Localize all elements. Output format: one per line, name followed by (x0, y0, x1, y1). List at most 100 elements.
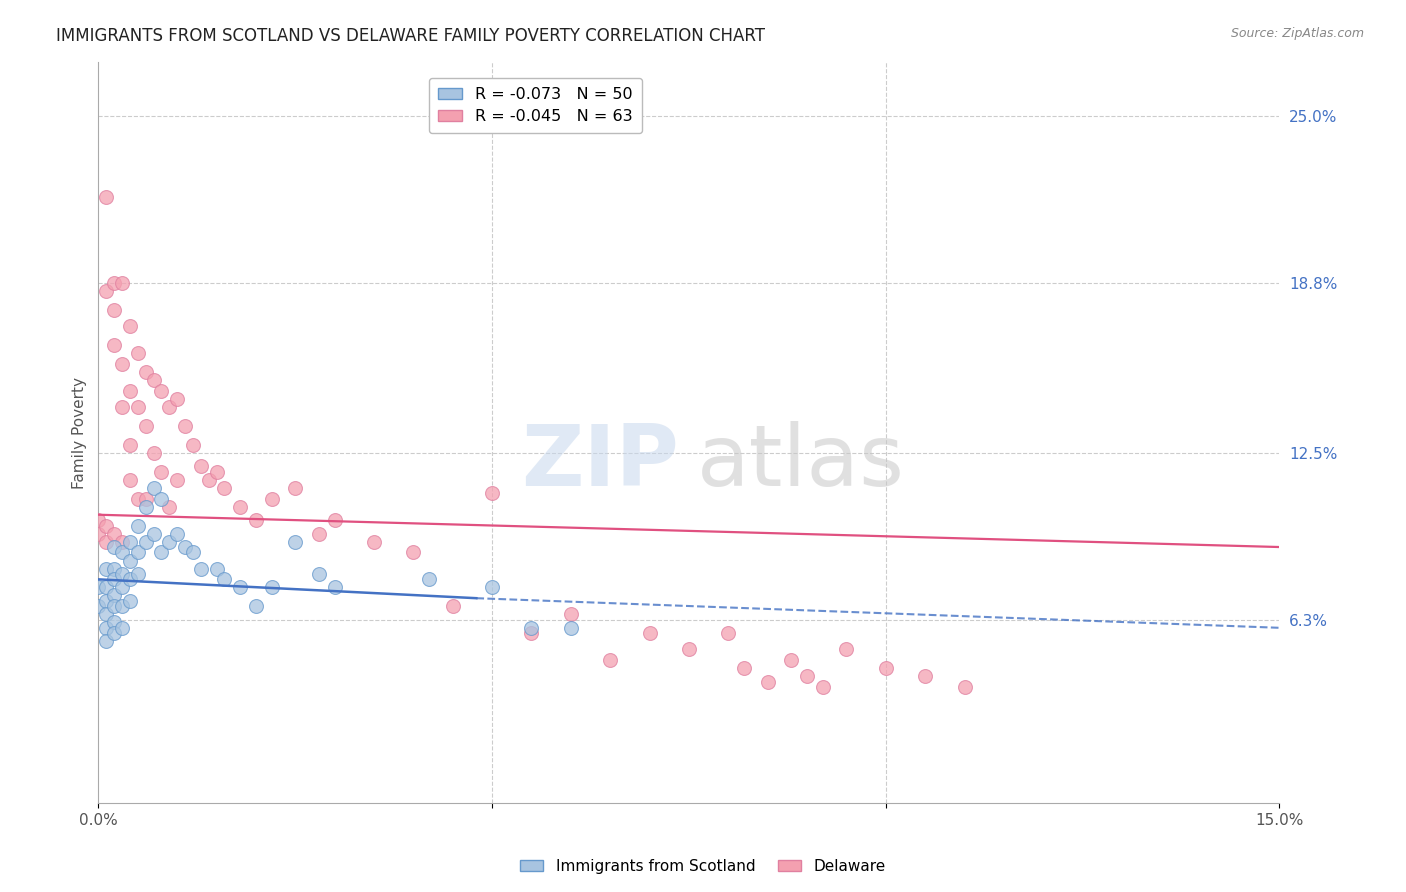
Point (914, 669, 936, 683)
Point (96, 594, 118, 608)
Text: Source: ZipAtlas.com: Source: ZipAtlas.com (1230, 27, 1364, 40)
Point (127, 491, 149, 506)
Point (111, 566, 134, 581)
Point (560, 621, 582, 635)
Point (418, 572, 440, 586)
Point (118, 594, 141, 608)
Point (96, 518, 118, 533)
Point (441, 599, 464, 614)
Point (111, 400, 134, 414)
Point (96, 581, 118, 595)
Point (150, 384, 173, 398)
Point (190, 561, 212, 575)
Point (245, 513, 267, 527)
Point (245, 599, 267, 614)
Point (135, 500, 157, 514)
Point (111, 534, 134, 549)
Point (111, 545, 134, 559)
Point (87, 599, 110, 614)
Point (150, 465, 173, 479)
Point (103, 599, 125, 614)
Point (284, 481, 307, 495)
Point (166, 392, 188, 406)
Point (103, 338, 125, 352)
Point (135, 365, 157, 379)
Point (402, 545, 425, 559)
Point (103, 589, 125, 603)
Point (118, 319, 141, 334)
Point (157, 534, 180, 549)
Point (811, 680, 834, 694)
Point (875, 661, 897, 675)
Point (142, 481, 165, 495)
Point (103, 561, 125, 575)
Text: IMMIGRANTS FROM SCOTLAND VS DELAWARE FAMILY POVERTY CORRELATION CHART: IMMIGRANTS FROM SCOTLAND VS DELAWARE FAM… (56, 27, 765, 45)
Point (481, 486, 503, 500)
Point (111, 581, 134, 595)
Point (166, 473, 188, 487)
Point (796, 669, 818, 683)
Point (103, 626, 125, 640)
Point (733, 661, 755, 675)
Point (135, 491, 157, 506)
Point (127, 400, 149, 414)
Point (214, 481, 236, 495)
Text: ZIP: ZIP (522, 421, 679, 504)
Point (308, 566, 330, 581)
Point (103, 276, 125, 290)
Text: atlas: atlas (697, 421, 905, 504)
Point (87, 581, 110, 595)
Point (96, 190, 118, 204)
Point (756, 674, 779, 689)
Point (127, 518, 149, 533)
Point (135, 534, 157, 549)
Point (181, 438, 204, 452)
Point (260, 581, 283, 595)
Point (96, 621, 118, 635)
Point (181, 545, 204, 559)
Point (260, 491, 283, 506)
Point (111, 621, 134, 635)
Point (229, 500, 252, 514)
Point (150, 545, 173, 559)
Point (174, 418, 197, 433)
Point (103, 540, 125, 554)
Point (284, 534, 307, 549)
Point (142, 373, 165, 387)
Point (118, 473, 141, 487)
Point (111, 599, 134, 614)
Point (214, 572, 236, 586)
Point (363, 534, 385, 549)
Point (520, 626, 543, 640)
Point (599, 653, 621, 667)
Point (520, 621, 543, 635)
Point (323, 513, 346, 527)
Point (174, 540, 197, 554)
Point (127, 346, 149, 360)
Point (87, 526, 110, 541)
Point (308, 526, 330, 541)
Point (103, 526, 125, 541)
Point (118, 384, 141, 398)
Point (197, 473, 219, 487)
Point (717, 626, 740, 640)
Point (205, 561, 228, 575)
Point (96, 285, 118, 299)
Point (118, 438, 141, 452)
Point (835, 642, 858, 657)
Point (150, 491, 173, 506)
Y-axis label: Family Poverty: Family Poverty (72, 376, 87, 489)
Point (96, 561, 118, 575)
Point (560, 607, 582, 622)
Point (103, 572, 125, 586)
Point (638, 626, 661, 640)
Point (118, 553, 141, 567)
Point (118, 534, 141, 549)
Point (190, 459, 212, 474)
Point (127, 566, 149, 581)
Point (953, 680, 976, 694)
Point (111, 357, 134, 371)
Point (481, 581, 503, 595)
Point (87, 513, 110, 527)
Point (103, 615, 125, 630)
